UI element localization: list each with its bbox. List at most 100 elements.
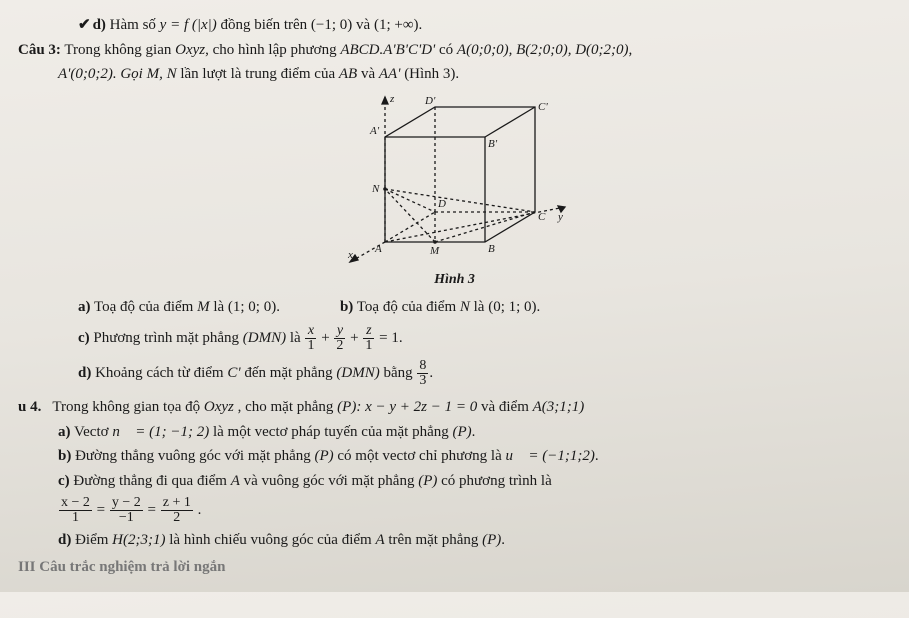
q3-oxyz: Oxyz [175,42,205,58]
q4-d-dot: . [501,532,505,548]
opt-d-t2: đồng biến trên [217,17,311,33]
q3-d-label: d) [78,365,91,381]
q3-b-label: b) [340,299,353,315]
lbl-M: M [429,245,440,257]
q4-d-t2: là hình chiếu vuông góc của điểm [166,532,376,548]
cube-diagram: A B C D A' B' C' D' M N z y x [330,92,580,267]
q4-plane: (P): x − y + 2z − 1 = 0 [337,399,477,415]
q3-ab: AB [339,66,357,82]
lbl-A: A [374,243,382,255]
q4-b-vec: u⃗ = (−1;1;2) [506,448,595,464]
q3-c-frac3: z1 [363,324,374,353]
q4-c-f1: x − 21 [59,496,92,525]
q4-d-A: A [375,532,384,548]
q3-c-text: Phương trình mặt phẳng [90,330,243,346]
q4-c-f2: y − 2−1 [110,496,143,525]
lbl-Bp: B' [488,138,498,150]
q3-c-label: c) [78,330,90,346]
q4-opt-b: b) Đường thẳng vuông góc với mặt phẳng (… [58,445,891,468]
q4-b-t2: có một vectơ chỉ phương là [334,448,506,464]
q4-c-t3: có phương trình là [437,473,551,489]
opt-d-int2: (1; +∞) [374,17,419,33]
q4-d-label: d) [58,532,71,548]
q3-pts: A(0;0;0), B(2;0;0), D(0;2;0), [457,42,632,58]
q4-opt-c-eq: x − 21 = y − 2−1 = z + 12 . [58,496,891,525]
q3-c-eq: = 1. [379,330,402,346]
q3-t2: , cho hình lập phương [205,42,340,58]
lbl-z: z [389,93,395,105]
q4-t2: , cho mặt phẳng [234,399,337,415]
q4-b-dot: . [595,448,599,464]
figure-caption: Hình 3 [18,269,891,290]
q3-b-text: Toạ độ của điểm [353,299,460,315]
lbl-Ap: A' [369,125,380,137]
q4-d-P: (P) [482,532,501,548]
q3-t3: có [435,42,457,58]
q3-l2a: A'(0;0;2). Gọi [58,66,147,82]
q3-opt-c: c) Phương trình mặt phẳng (DMN) là x1 + … [78,324,891,353]
q4-a-vec: n⃗ = (1; −1; 2) [112,424,209,440]
q3-d-C: C' [227,365,240,381]
q3-a-dot: . [276,299,280,315]
q3-d-t2: đến mặt phẳng [241,365,337,381]
lbl-Dp: D' [424,95,436,107]
q3-d-t3: bằng [380,365,417,381]
q3-a-val: (1; 0; 0) [228,299,276,315]
q3-l2c: (Hình 3). [400,66,459,82]
q3-d-plane: (DMN) [336,365,379,381]
opt-d-t1: Hàm số [110,17,160,33]
q3-and: và [357,66,379,82]
q3-mn: M, N [147,66,177,82]
q3-l2b: lần lượt là trung điểm của [177,66,339,82]
q4-a-t1: Vectơ [71,424,113,440]
q3-a-text: Toạ độ của điểm [91,299,198,315]
q3-d-dot: . [429,365,433,381]
q4-opt-c: c) Đường thẳng đi qua điểm A và vuông gó… [58,470,891,493]
q4-c-t2: và vuông góc với mặt phẳng [240,473,418,489]
q3-label: Câu 3: [18,42,61,58]
q4-b-label: b) [58,448,71,464]
q3-line2: A'(0;0;2). Gọi M, N lần lượt là trung đi… [58,63,891,86]
q3-line1: Câu 3: Trong không gian Oxyz, cho hình l… [18,39,891,62]
q3-opt-d: d) Khoảng cách từ điểm C' đến mặt phẳng … [78,359,891,388]
q4-b-t1: Đường thẳng vuông góc với mặt phẳng [71,448,314,464]
q4-t1: Trong không gian tọa độ [52,399,204,415]
figure-3: A B C D A' B' C' D' M N z y x Hình 3 [18,92,891,290]
bottom-cut: III Câu trắc nghiệm trả lời ngắn [18,556,891,579]
q4-d-t1: Điểm [71,532,112,548]
q3-b-dot: . [537,299,541,315]
q3-b-N: N [460,299,470,315]
q4-a-t2: là một vectơ pháp tuyến của mặt phẳng [209,424,452,440]
opt-d-formula: y = f (|x|) [160,17,217,33]
q3-c-plane: (DMN) [243,330,286,346]
q3-d-frac: 83 [417,359,428,388]
q4-opt-d: d) Điểm H(2;3;1) là hình chiếu vuông góc… [58,529,891,552]
lbl-x: x [347,249,353,261]
q4-opt-a: a) Vectơ n⃗ = (1; −1; 2) là một vectơ ph… [58,421,891,444]
q3-b-is: là [470,299,488,315]
q4-c-f3: z + 12 [161,496,193,525]
opt-d-label: d) [93,17,106,33]
q4-t3: và điểm [477,399,532,415]
q4-a-label: a) [58,424,71,440]
opt-d-and: và [352,17,374,33]
q3-t1: Trong không gian [61,42,175,58]
q3-opt-a: a) Toạ độ của điểm M là (1; 0; 0). [78,296,280,319]
lbl-C: C [538,211,546,223]
q4-c-A: A [231,473,240,489]
q4-c-t1: Đường thẳng đi qua điểm [70,473,231,489]
check-icon: ✔ [78,14,91,37]
q4-d-t3: trên mặt phẳng [385,532,482,548]
q4-label: u 4. [18,399,41,415]
q4-A: A(3;1;1) [533,399,585,415]
opt-d-int1: (−1; 0) [311,17,352,33]
q4-c-P: (P) [418,473,437,489]
q4-line1: u 4. Trong không gian tọa độ Oxyz , cho … [18,396,891,419]
q3-d-t1: Khoảng cách từ điểm [91,365,227,381]
q3-cube: ABCD.A'B'C'D' [340,42,435,58]
q3-c-is: là [286,330,304,346]
opt-d-dot: . [419,17,423,33]
q4-oxyz: Oxyz [204,399,234,415]
q3-a-is: là [210,299,228,315]
lbl-Cp: C' [538,101,548,113]
